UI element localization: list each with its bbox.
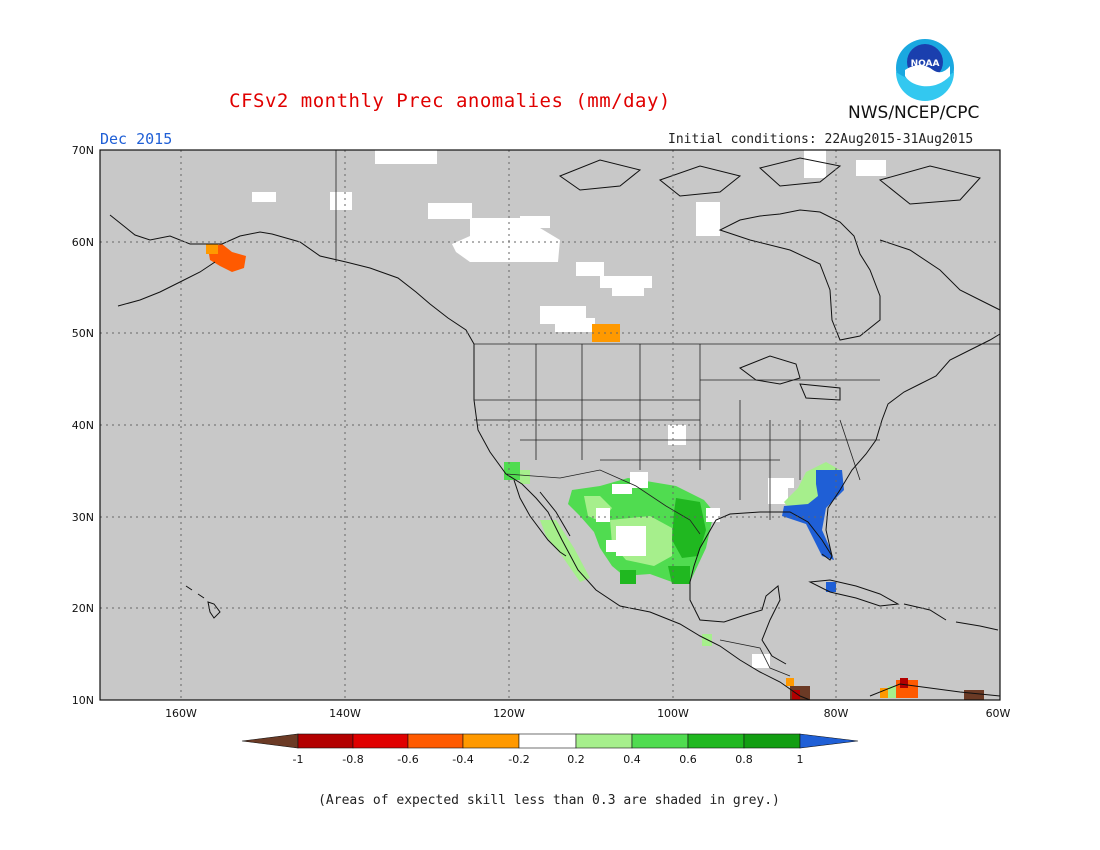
lon-label: 100W [657, 707, 689, 720]
lat-label: 70N [72, 144, 94, 157]
map-title: CFSv2 monthly Prec anomalies (mm/day) [229, 90, 671, 112]
lat-label: 60N [72, 236, 94, 249]
colorbar-swatch [462, 733, 520, 749]
lat-label: 50N [72, 327, 94, 340]
borders [335, 150, 1000, 677]
lat-label: 40N [72, 419, 94, 432]
colorbar-label: 0.4 [623, 753, 641, 766]
colorbar-label: -0.4 [452, 753, 473, 766]
lat-label: 10N [72, 694, 94, 707]
colorbar-label: -0.6 [397, 753, 418, 766]
forecast-period: Dec 2015 [100, 130, 173, 148]
lat-labels: 70N 60N 50N 40N 30N 20N 10N [72, 144, 94, 707]
colorbar-swatch [575, 733, 633, 749]
noaa-logo: NOAA [896, 39, 954, 101]
lon-label: 160W [165, 707, 197, 720]
lon-labels: 160W 140W 120W 100W 80W 60W [165, 707, 1010, 720]
lat-label: 30N [72, 511, 94, 524]
lat-label: 20N [72, 602, 94, 615]
noaa-logo-text: NOAA [911, 59, 940, 69]
map-frame [99, 149, 1001, 701]
lon-label: 120W [493, 707, 525, 720]
colorbar-swatch [407, 733, 464, 749]
colorbar-label: -1 [293, 753, 304, 766]
colorbar-label: 0.6 [679, 753, 697, 766]
colorbar-label: -0.8 [342, 753, 363, 766]
colorbar-swatch [631, 733, 689, 749]
organization-label: NWS/NCEP/CPC [848, 103, 980, 123]
colorbar-label: 0.8 [735, 753, 753, 766]
colorbar: -1 -0.8 -0.6 -0.4 -0.2 0.2 0.4 0.6 0.8 1 [241, 733, 859, 766]
lon-label: 80W [824, 707, 849, 720]
initial-conditions: Initial conditions: 22Aug2015-31Aug2015 [668, 132, 974, 147]
lon-label: 60W [986, 707, 1011, 720]
colorbar-label: 0.2 [567, 753, 585, 766]
skill-note: (Areas of expected skill less than 0.3 a… [318, 793, 780, 808]
colorbar-swatch [743, 733, 801, 749]
colorbar-lower-arrow [241, 733, 299, 749]
colorbar-label: -0.2 [508, 753, 529, 766]
map-panel: 70N 60N 50N 40N 30N 20N 10N 160W 140W 12… [72, 144, 1011, 720]
gridlines [100, 150, 1000, 700]
colorbar-swatch [297, 733, 354, 749]
colorbar-swatch [352, 733, 409, 749]
colorbar-upper-arrow [799, 733, 859, 749]
masked-areas [252, 150, 886, 668]
lon-label: 140W [329, 707, 361, 720]
colorbar-swatch [687, 733, 745, 749]
colorbar-swatch [518, 733, 577, 749]
coastlines [109, 157, 1001, 701]
colorbar-label: 1 [797, 753, 804, 766]
